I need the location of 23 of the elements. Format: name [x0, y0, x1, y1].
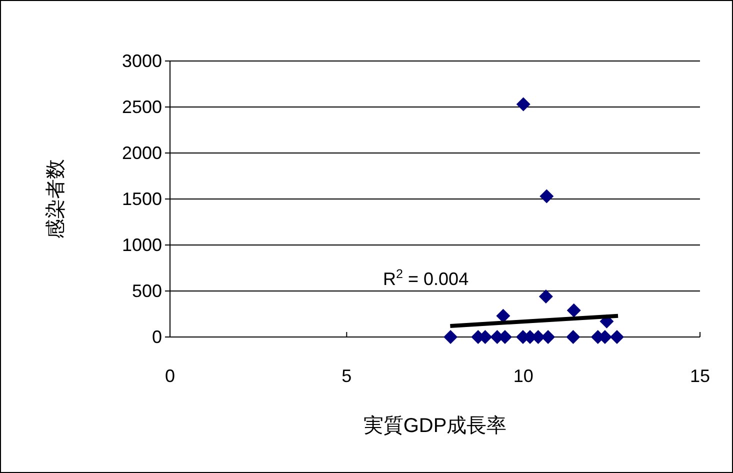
point — [541, 330, 556, 344]
point — [516, 97, 530, 112]
y-tick-label: 1000 — [122, 235, 162, 255]
x-tick-label: 0 — [164, 366, 176, 386]
y-tick-label: 3000 — [122, 51, 162, 71]
y-tick-label: 1500 — [122, 189, 162, 209]
point — [496, 308, 510, 323]
point — [566, 303, 581, 318]
y-tick-label: 2500 — [122, 97, 162, 117]
point — [540, 189, 554, 204]
x-tick-label: 15 — [690, 366, 710, 386]
point — [610, 330, 624, 344]
y-tick-label: 0 — [152, 327, 162, 347]
y-tick-label: 2000 — [122, 143, 162, 163]
x-tick-label: 10 — [513, 366, 534, 386]
x-axis-title: 実質GDP成長率 — [363, 414, 507, 437]
y-tick-label: 500 — [132, 281, 162, 301]
y-axis-title: 感染者数 — [45, 159, 67, 239]
annotation: R$^{2}$ = 0.004 — [383, 267, 469, 289]
x-tick-label: 5 — [342, 366, 352, 386]
point — [566, 330, 580, 344]
point — [444, 330, 458, 344]
point — [538, 290, 553, 304]
